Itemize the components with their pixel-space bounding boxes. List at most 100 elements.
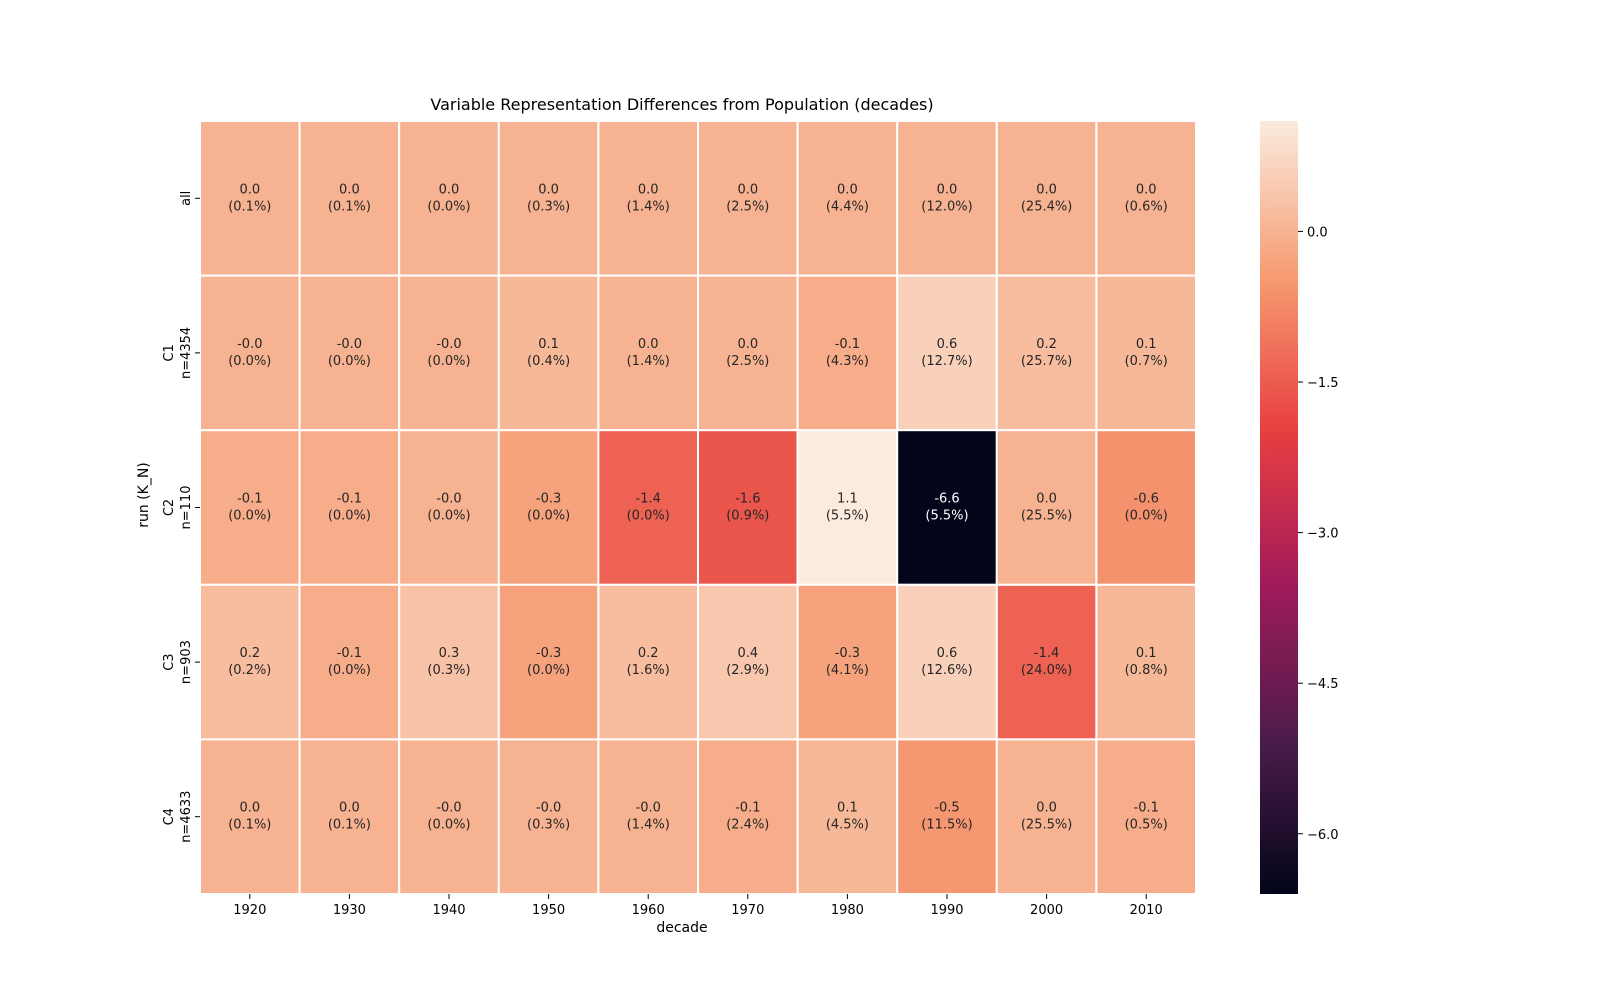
heatmap-cell: -0.0 (0.3%)	[497, 738, 600, 896]
heatmap-cell-rect	[298, 274, 401, 432]
cell-percent-label: (0.3%)	[527, 199, 570, 214]
cell-percent-label: (0.1%)	[328, 818, 371, 833]
cell-percent-label: (0.0%)	[627, 509, 670, 524]
heatmap-cell: -0.1 (0.0%)	[298, 429, 401, 586]
cell-percent-label: (2.5%)	[726, 354, 769, 369]
heatmap-cell-rect	[298, 738, 401, 896]
cell-value-label: 0.2	[638, 646, 659, 661]
cell-value-label: 0.1	[1136, 337, 1157, 352]
cell-value-label: 0.0	[439, 182, 460, 197]
cell-percent-label: (0.1%)	[328, 199, 371, 214]
heatmap-cell: -6.6 (5.5%)	[896, 429, 998, 586]
heatmap-cell: 0.0 (0.1%)	[199, 120, 301, 277]
heatmap-cell: 0.1 (4.5%)	[796, 738, 899, 896]
cell-percent-label: (0.0%)	[527, 509, 570, 524]
cell-value-label: 0.2	[1036, 337, 1057, 352]
heatmap-cell-rect	[697, 738, 799, 896]
heatmap-cell-rect	[497, 429, 600, 586]
cell-percent-label: (24.0%)	[1021, 663, 1072, 678]
heatmap-cell-rect	[1095, 583, 1198, 741]
heatmap-cell-rect	[597, 120, 700, 277]
heatmap-cell-rect	[796, 583, 899, 741]
cell-value-label: 0.6	[937, 646, 958, 661]
cell-percent-label: (12.0%)	[921, 199, 972, 214]
cell-value-label: 0.0	[239, 801, 260, 816]
heatmap-cell: 0.2 (1.6%)	[597, 583, 700, 741]
heatmap-cell: -0.3 (0.0%)	[497, 583, 600, 741]
cell-percent-label: (0.0%)	[328, 663, 371, 678]
cell-percent-label: (0.0%)	[328, 509, 371, 524]
cell-value-label: -0.5	[934, 801, 959, 816]
colorbar-tick-label: −3.0	[1307, 527, 1339, 542]
heatmap-cell-rect	[199, 738, 301, 896]
heatmap-cell: 0.0 (25.5%)	[995, 429, 1098, 586]
y-tick-label: n=4633	[179, 791, 194, 843]
cell-percent-label: (0.2%)	[228, 663, 271, 678]
heatmap-cell: 0.2 (0.2%)	[199, 583, 301, 741]
heatmap-cell: -0.5 (11.5%)	[896, 738, 998, 896]
heatmap-cell-rect	[697, 274, 799, 432]
heatmap-cells: 0.0 (0.1%) 0.0 (0.1%) 0.0 (0.0%) 0.0 (0.3%) 0.0 (…	[199, 120, 1198, 896]
heatmap-cell: 0.0 (25.4%)	[995, 120, 1098, 277]
cell-value-label: -0.1	[835, 337, 860, 352]
cell-value-label: 0.0	[1136, 182, 1157, 197]
chart-title: Variable Representation Differences from…	[430, 95, 933, 114]
cell-percent-label: (2.5%)	[726, 199, 769, 214]
heatmap-cell-rect	[597, 583, 700, 741]
heatmap-cell-rect	[597, 429, 700, 586]
cell-percent-label: (0.0%)	[527, 663, 570, 678]
heatmap-cell-rect	[199, 120, 301, 277]
cell-percent-label: (12.7%)	[921, 354, 972, 369]
cell-percent-label: (1.4%)	[627, 199, 670, 214]
cell-percent-label: (2.4%)	[726, 818, 769, 833]
cell-percent-label: (5.5%)	[925, 509, 968, 524]
heatmap-cell-rect	[995, 120, 1098, 277]
cell-percent-label: (4.3%)	[826, 354, 869, 369]
cell-percent-label: (1.4%)	[627, 818, 670, 833]
heatmap-cell-rect	[896, 583, 998, 741]
heatmap-cell: -0.1 (0.0%)	[199, 429, 301, 586]
cell-value-label: 0.0	[638, 182, 659, 197]
heatmap-cell: 0.0 (0.1%)	[298, 120, 401, 277]
cell-value-label: -0.0	[337, 337, 362, 352]
colorbar-tick-label: −6.0	[1307, 828, 1339, 843]
x-tick-label: 1970	[731, 903, 764, 918]
heatmap-cell-rect	[896, 429, 998, 586]
cell-value-label: -0.0	[436, 492, 461, 507]
cell-percent-label: (1.4%)	[627, 354, 670, 369]
cell-value-label: -0.1	[337, 646, 362, 661]
heatmap-cell-rect	[199, 429, 301, 586]
cell-percent-label: (0.0%)	[1125, 509, 1168, 524]
cell-percent-label: (2.9%)	[726, 663, 769, 678]
heatmap-cell: 0.0 (1.4%)	[597, 274, 700, 432]
heatmap-cell-rect	[796, 738, 899, 896]
cell-percent-label: (4.4%)	[826, 199, 869, 214]
heatmap-cell: -0.0 (1.4%)	[597, 738, 700, 896]
cell-percent-label: (0.9%)	[726, 509, 769, 524]
cell-value-label: -0.1	[1134, 801, 1159, 816]
heatmap-cell: -1.6 (0.9%)	[697, 429, 799, 586]
cell-value-label: -0.1	[735, 801, 760, 816]
heatmap-cell-rect	[995, 429, 1098, 586]
cell-value-label: 1.1	[837, 492, 858, 507]
cell-value-label: 0.0	[1036, 182, 1057, 197]
cell-value-label: -1.4	[1034, 646, 1059, 661]
cell-value-label: -0.0	[636, 801, 661, 816]
heatmap-cell-rect	[199, 274, 301, 432]
heatmap-cell: -0.1 (0.5%)	[1095, 738, 1198, 896]
cell-value-label: -0.0	[436, 337, 461, 352]
cell-percent-label: (5.5%)	[826, 509, 869, 524]
heatmap-cell-rect	[697, 429, 799, 586]
heatmap-cell: 0.6 (12.7%)	[896, 274, 998, 432]
heatmap-cell-rect	[497, 274, 600, 432]
cell-percent-label: (0.7%)	[1125, 354, 1168, 369]
heatmap-cell-rect	[398, 738, 500, 896]
cell-percent-label: (0.0%)	[228, 354, 271, 369]
x-tick-label: 1960	[632, 903, 665, 918]
heatmap-cell-rect	[497, 120, 600, 277]
cell-value-label: -0.6	[1134, 492, 1159, 507]
heatmap-cell-rect	[597, 274, 700, 432]
heatmap-cell-rect	[398, 274, 500, 432]
cell-value-label: 0.0	[737, 337, 758, 352]
